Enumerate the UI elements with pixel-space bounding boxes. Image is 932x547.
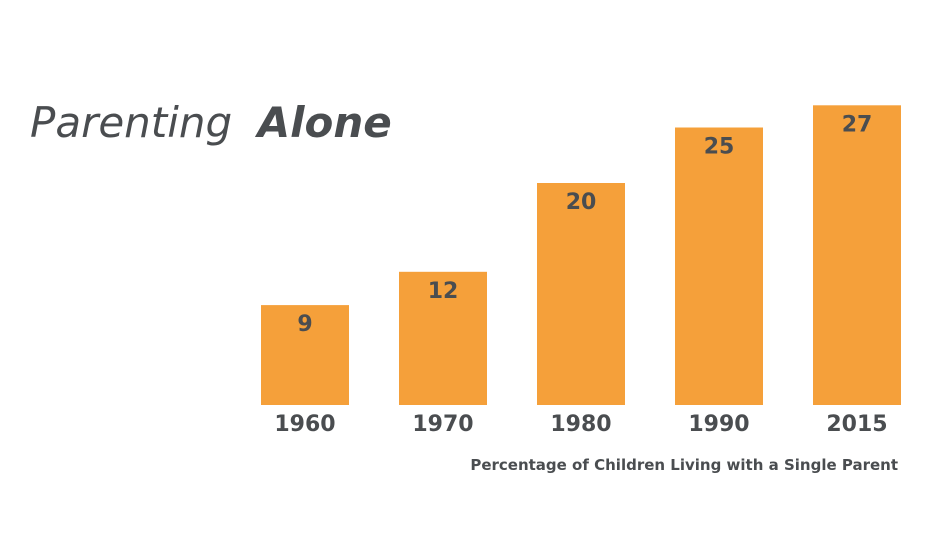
x-axis-caption: Percentage of Children Living with a Sin… — [470, 456, 898, 474]
bar-1960 — [261, 305, 349, 405]
bar-1990 — [675, 127, 763, 405]
value-label-1970: 12 — [428, 279, 459, 304]
category-label-1980: 1980 — [550, 412, 611, 437]
bars-group: 9 1960 12 1970 20 1980 25 1990 27 2015 — [261, 105, 901, 437]
category-label-2015: 2015 — [826, 412, 887, 437]
value-label-1990: 25 — [704, 135, 735, 160]
value-label-2015: 27 — [842, 112, 873, 137]
value-label-1980: 20 — [566, 190, 597, 215]
category-label-1970: 1970 — [412, 412, 473, 437]
chart-title: Parenting Alone — [30, 98, 392, 147]
value-label-1960: 9 — [297, 312, 312, 337]
category-label-1960: 1960 — [274, 412, 335, 437]
bar-1980 — [537, 183, 625, 405]
bar-1970 — [399, 271, 487, 405]
chart-title-bold: Alone — [255, 98, 392, 147]
chart-title-light: Parenting — [30, 98, 232, 147]
category-label-1990: 1990 — [688, 412, 749, 437]
bar-2015 — [813, 105, 901, 406]
